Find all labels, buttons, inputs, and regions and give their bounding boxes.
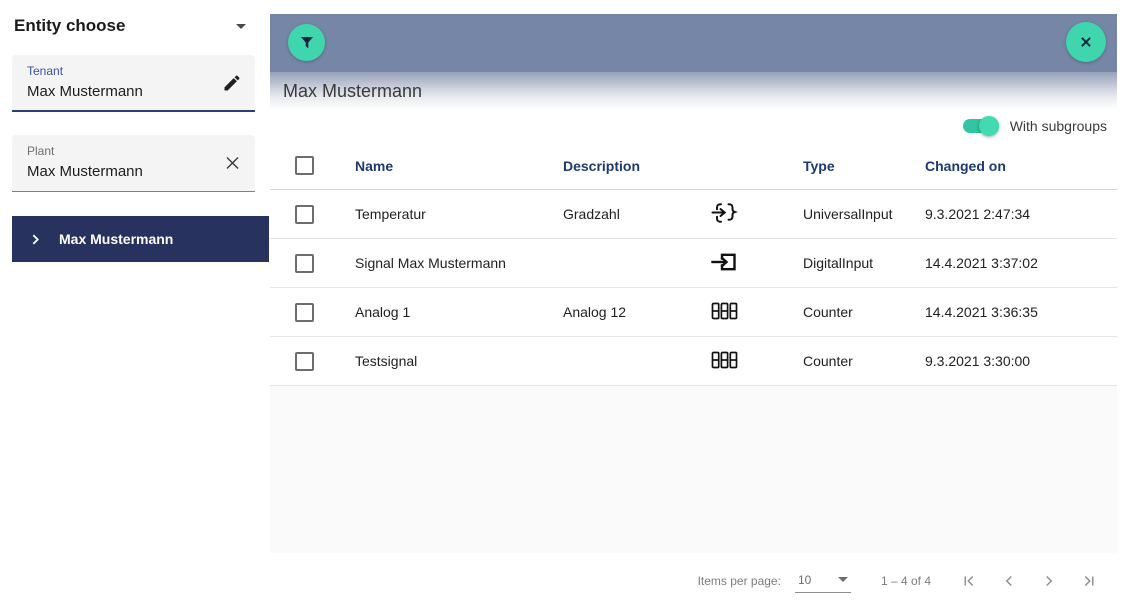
chevron-down-icon[interactable]: [236, 23, 246, 29]
next-page-button[interactable]: [1029, 561, 1069, 601]
first-page-button[interactable]: [949, 561, 989, 601]
universal-input-icon: [711, 201, 739, 228]
last-page-icon: [1084, 575, 1094, 587]
signals-panel: Max Mustermann With subgroups Name Descr…: [270, 14, 1117, 609]
cell-type: DigitalInput: [803, 255, 874, 271]
close-icon: [1081, 37, 1091, 47]
sidebar-item-entity[interactable]: Max Mustermann: [12, 216, 269, 262]
tenant-field[interactable]: Tenant Max Mustermann: [12, 55, 255, 112]
cell-name: Signal Max Mustermann: [355, 255, 506, 271]
chevron-down-icon: [837, 577, 848, 582]
table-row[interactable]: Signal Max Mustermann DigitalInput 14.4.…: [270, 239, 1117, 288]
cell-name: Temperatur: [355, 206, 426, 222]
previous-page-button[interactable]: [989, 561, 1029, 601]
panel-title: Max Mustermann: [283, 80, 423, 101]
paginator-range: 1 – 4 of 4: [880, 574, 931, 588]
filter-button[interactable]: [288, 24, 325, 61]
subgroups-toggle[interactable]: [962, 116, 999, 136]
row-checkbox[interactable]: [295, 302, 314, 322]
chevron-right-icon: [32, 234, 39, 244]
sidebar-header: Entity choose: [14, 16, 246, 36]
table-row[interactable]: Temperatur Gradzahl UniversalInput 9.3.2…: [270, 190, 1117, 239]
last-page-button[interactable]: [1069, 561, 1109, 601]
paginator: Items per page: 10 1 – 4 of 4: [270, 553, 1117, 609]
plant-value: Max Mustermann: [27, 163, 143, 180]
clear-icon[interactable]: [223, 154, 242, 173]
table-header: Name Description Type Changed on: [270, 142, 1117, 190]
table-row[interactable]: Testsignal Counter 9.3.2021 3:30:00: [270, 337, 1117, 386]
cell-type: Counter: [803, 304, 853, 320]
close-button[interactable]: [1066, 22, 1106, 62]
sidebar-item-label: Max Mustermann: [59, 231, 174, 247]
cell-description: Gradzahl: [563, 206, 620, 222]
digital-input-icon: [711, 250, 737, 277]
cell-changed-on: 9.3.2021 3:30:00: [925, 353, 1031, 369]
tenant-label: Tenant: [27, 64, 64, 78]
first-page-icon: [964, 575, 974, 587]
filter-icon: [300, 36, 313, 48]
sidebar-title: Entity choose: [14, 16, 126, 35]
toggle-thumb: [978, 116, 999, 136]
column-header-description: Description: [563, 157, 641, 174]
subgroups-label: With subgroups: [1009, 118, 1107, 134]
table-empty-area: [270, 386, 1117, 553]
plant-field[interactable]: Plant Max Mustermann: [12, 135, 255, 192]
entity-sidebar: Entity choose Tenant Max Mustermann Plan…: [0, 0, 270, 609]
column-header-name: Name: [355, 157, 394, 174]
edit-icon[interactable]: [222, 73, 242, 93]
tenant-value: Max Mustermann: [27, 83, 143, 100]
cell-type: Counter: [803, 353, 853, 369]
counter-icon: [711, 301, 738, 324]
column-header-type: Type: [803, 157, 835, 174]
cell-changed-on: 14.4.2021 3:37:02: [925, 255, 1038, 271]
previous-page-icon: [1005, 575, 1012, 587]
cell-type: UniversalInput: [803, 206, 893, 222]
cell-name: Testsignal: [355, 353, 418, 369]
cell-changed-on: 14.4.2021 3:36:35: [925, 304, 1038, 320]
panel-topbar: [270, 14, 1117, 72]
counter-icon: [711, 350, 738, 373]
cell-description: Analog 12: [563, 304, 627, 320]
cell-changed-on: 9.3.2021 2:47:34: [925, 206, 1031, 222]
row-checkbox[interactable]: [295, 253, 314, 273]
next-page-icon: [1046, 575, 1053, 587]
panel-header: Max Mustermann: [270, 72, 1117, 110]
plant-label: Plant: [27, 144, 55, 158]
row-checkbox[interactable]: [295, 204, 314, 224]
select-all-checkbox[interactable]: [295, 156, 314, 175]
subgroups-row: With subgroups: [270, 110, 1117, 142]
column-header-changed-on: Changed on: [925, 157, 1006, 174]
cell-name: Analog 1: [355, 304, 411, 320]
items-per-page-select[interactable]: 10: [794, 570, 851, 593]
items-per-page-label: Items per page:: [697, 574, 781, 588]
row-checkbox[interactable]: [295, 351, 314, 371]
items-per-page-value: 10: [797, 572, 812, 587]
table-row[interactable]: Analog 1 Analog 12 Counter 14.4.2021 3:3…: [270, 288, 1117, 337]
